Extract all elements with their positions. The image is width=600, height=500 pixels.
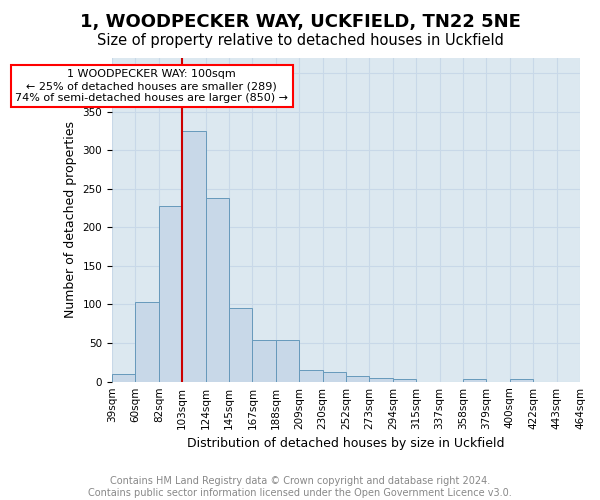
Bar (182, 131, 206, 382)
Text: 1 WOODPECKER WAY: 100sqm
← 25% of detached houses are smaller (289)
74% of semi-: 1 WOODPECKER WAY: 100sqm ← 25% of detach… (15, 70, 288, 102)
Bar (463, 380, 487, 382)
Text: 1, WOODPECKER WAY, UCKFIELD, TN22 5NE: 1, WOODPECKER WAY, UCKFIELD, TN22 5NE (80, 12, 520, 30)
Bar (323, 372, 346, 382)
Bar (299, 370, 323, 382)
Text: Size of property relative to detached houses in Uckfield: Size of property relative to detached ho… (97, 32, 503, 48)
Bar (393, 380, 416, 382)
Bar (229, 308, 253, 382)
Text: Contains HM Land Registry data © Crown copyright and database right 2024.
Contai: Contains HM Land Registry data © Crown c… (88, 476, 512, 498)
Bar (159, 206, 182, 382)
Bar (206, 198, 229, 382)
Bar (346, 376, 370, 382)
Bar (276, 340, 299, 382)
Y-axis label: Number of detached properties: Number of detached properties (64, 121, 77, 318)
Bar (510, 380, 533, 382)
Bar (370, 378, 393, 382)
Bar (136, 302, 159, 382)
Bar (112, 374, 136, 382)
Bar (253, 340, 276, 382)
X-axis label: Distribution of detached houses by size in Uckfield: Distribution of detached houses by size … (187, 437, 505, 450)
